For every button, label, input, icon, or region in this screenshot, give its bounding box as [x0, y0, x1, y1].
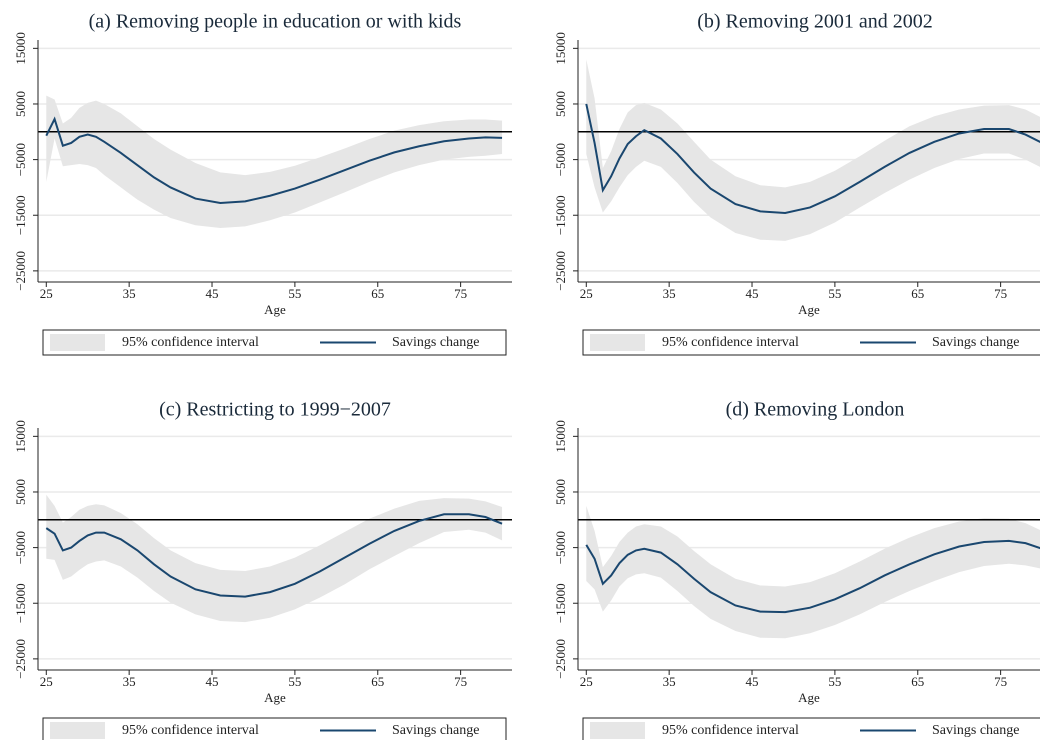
legend-label: 95% confidence interval	[122, 335, 259, 350]
x-tick-label: 45	[206, 674, 219, 689]
y-tick-label: −15000	[553, 195, 568, 235]
x-tick-label: 25	[40, 286, 53, 301]
y-tick-label: −5000	[13, 143, 28, 176]
panel-title: (d) Removing London	[726, 399, 905, 421]
x-tick-label: 25	[40, 674, 53, 689]
x-tick-label: 75	[454, 674, 467, 689]
line-series	[585, 103, 1040, 215]
y-tick-label: 5000	[13, 91, 28, 117]
x-tick-label: 75	[994, 674, 1007, 689]
legend-swatch	[590, 722, 645, 739]
panel: (a) Removing people in education or with…	[13, 11, 512, 356]
y-tick-label: 15000	[13, 420, 28, 453]
panel: (b) Removing 2001 and 2002 −25000 −15000 −5…	[553, 11, 1040, 356]
y-tick-label: −25000	[13, 251, 28, 291]
y-tick-label: −25000	[13, 639, 28, 679]
y-tick-label: 15000	[553, 32, 568, 65]
confidence-band	[46, 494, 503, 623]
x-tick-label: 25	[580, 674, 593, 689]
y-tick-label: 5000	[553, 479, 568, 505]
panel-title: (c) Restricting to 1999−2007	[159, 399, 391, 421]
y-tick-label: 15000	[13, 32, 28, 65]
confidence-band	[586, 59, 1040, 241]
x-axis-label: Age	[264, 302, 286, 317]
line-series	[45, 513, 503, 598]
y-tick-label: −15000	[13, 583, 28, 623]
panel-title: (a) Removing people in education or with…	[89, 11, 462, 33]
y-tick-label: −5000	[553, 143, 568, 176]
x-tick-label: 55	[288, 286, 301, 301]
y-tick-label: −5000	[553, 531, 568, 564]
legend-swatch	[590, 334, 645, 351]
panel: (c) Restricting to 1999−2007 −25000 −15000…	[13, 399, 512, 740]
x-tick-label: 65	[911, 286, 924, 301]
y-tick-label: −25000	[553, 251, 568, 291]
x-tick-label: 35	[663, 286, 676, 301]
confidence-band	[586, 505, 1040, 639]
legend-swatch	[50, 722, 105, 739]
y-tick-label: −25000	[553, 639, 568, 679]
legend-label: Savings change	[932, 723, 1019, 738]
legend-swatch	[50, 334, 105, 351]
panel-title: (b) Removing 2001 and 2002	[697, 11, 933, 33]
legend-label: 95% confidence interval	[122, 723, 259, 738]
x-tick-label: 35	[123, 674, 136, 689]
line-series	[45, 116, 503, 205]
legend	[42, 329, 507, 356]
legend-label: 95% confidence interval	[662, 335, 799, 350]
y-tick-label: 5000	[553, 91, 568, 117]
x-tick-label: 45	[746, 286, 759, 301]
panel: (d) Removing London −25000 −15000 −5000 5000…	[553, 399, 1040, 740]
y-tick-label: 5000	[13, 479, 28, 505]
legend-label: Savings change	[392, 335, 479, 350]
x-tick-label: 75	[454, 286, 467, 301]
line-series	[585, 539, 1040, 614]
x-tick-label: 25	[580, 286, 593, 301]
legend-label: Savings change	[932, 335, 1019, 350]
legend-label: 95% confidence interval	[662, 723, 799, 738]
x-tick-label: 55	[288, 674, 301, 689]
y-tick-label: −5000	[13, 531, 28, 564]
legend	[42, 717, 507, 740]
confidence-band	[46, 95, 503, 229]
x-tick-label: 55	[828, 674, 841, 689]
legend-label: Savings change	[392, 723, 479, 738]
x-tick-label: 45	[206, 286, 219, 301]
x-axis-label: Age	[798, 690, 820, 705]
x-tick-label: 65	[911, 674, 924, 689]
y-tick-label: −15000	[13, 195, 28, 235]
x-tick-label: 75	[994, 286, 1007, 301]
x-tick-label: 65	[371, 674, 384, 689]
x-tick-label: 65	[371, 286, 384, 301]
legend	[582, 329, 1040, 356]
x-tick-label: 45	[746, 674, 759, 689]
legend	[582, 717, 1040, 740]
x-axis-label: Age	[264, 690, 286, 705]
y-tick-label: −15000	[553, 583, 568, 623]
x-tick-label: 55	[828, 286, 841, 301]
x-axis-label: Age	[798, 302, 820, 317]
x-tick-label: 35	[663, 674, 676, 689]
y-tick-label: 15000	[553, 420, 568, 453]
x-tick-label: 35	[123, 286, 136, 301]
